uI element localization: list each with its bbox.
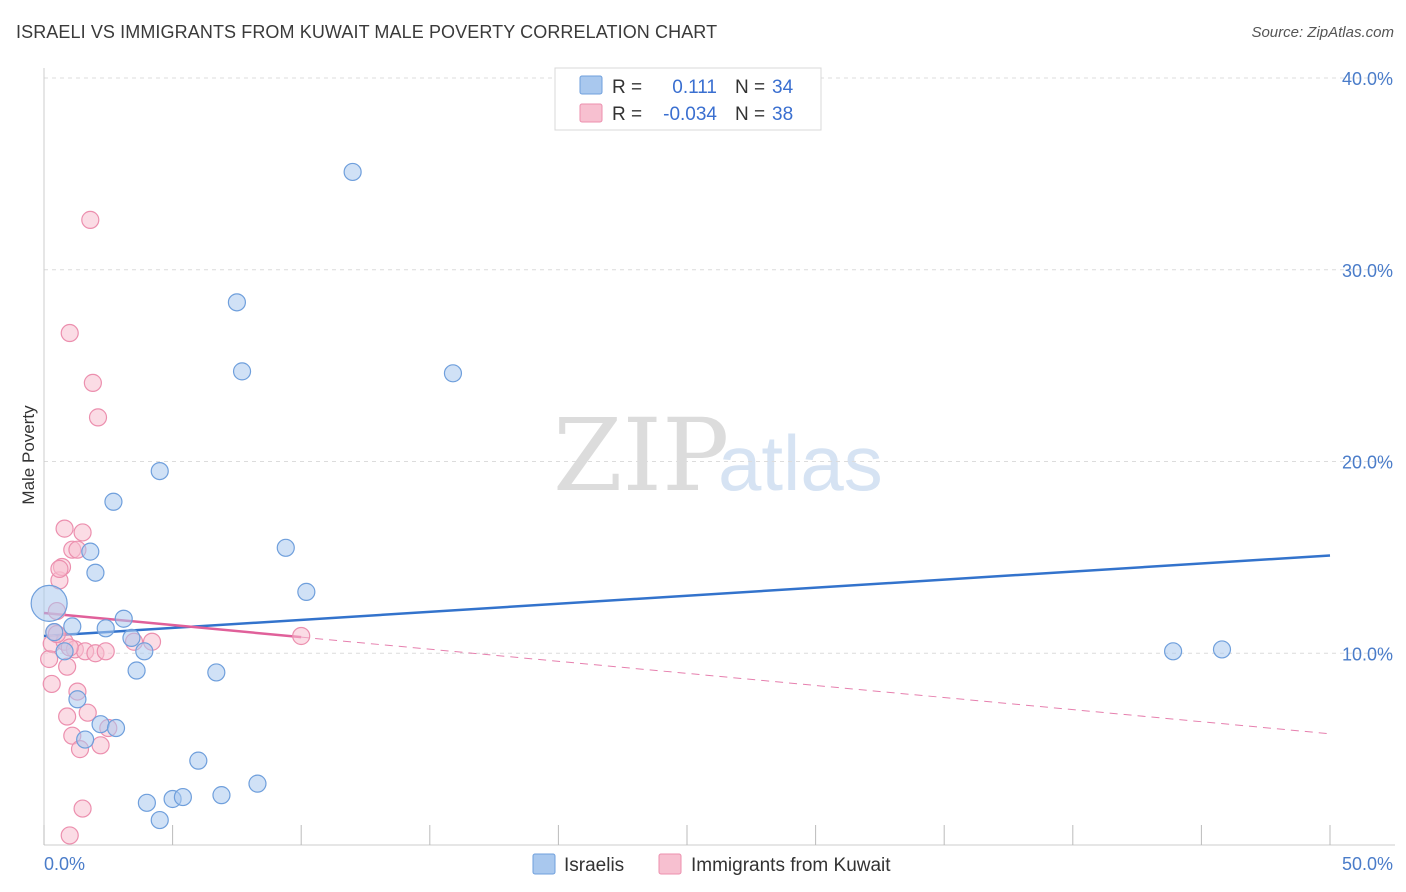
y-axis-label: Male Poverty	[19, 405, 38, 505]
data-point-kuwait-1	[42, 674, 61, 694]
data-point-israelis-11	[106, 718, 126, 738]
chart-title: ISRAELI VS IMMIGRANTS FROM KUWAIT MALE P…	[16, 22, 718, 42]
data-point-kuwait-18	[73, 799, 92, 818]
data-point-israelis-18	[150, 461, 169, 481]
legend-r-value-kuwait: -0.034	[663, 104, 717, 125]
watermark-zip: ZIP	[553, 397, 729, 514]
data-point-israelis-1	[45, 623, 64, 642]
data-point-israelis-2	[55, 642, 74, 661]
legend-n-value-kuwait: 38	[772, 104, 793, 125]
data-point-israelis-3	[63, 617, 82, 636]
data-point-israelis-7	[86, 563, 105, 582]
legend-r-label-1: R =	[612, 77, 642, 98]
data-point-israelis-5	[76, 730, 95, 749]
data-point-kuwait-11	[60, 323, 79, 343]
trend-lines	[43, 554, 1331, 735]
data-point-israelis-22	[207, 663, 226, 682]
data-point-israelis-32	[1212, 640, 1232, 659]
legend-n-value-israelis: 34	[772, 77, 794, 98]
trend-line-kuwait-solid	[43, 611, 302, 639]
source-attribution: Source: ZipAtlas.com	[1251, 24, 1394, 41]
data-point-kuwait-25	[88, 408, 108, 427]
bottom-legend-swatch-kuwait	[658, 853, 682, 875]
data-point-kuwait-22	[81, 210, 100, 229]
data-points	[30, 162, 1232, 845]
data-point-israelis-0	[30, 584, 68, 622]
data-point-kuwait-19	[73, 523, 92, 542]
legend-r-label-2: R =	[612, 104, 642, 125]
data-point-israelis-10	[104, 492, 123, 511]
data-point-kuwait-31	[50, 559, 69, 578]
data-point-israelis-30	[443, 364, 463, 383]
data-point-kuwait-8	[55, 519, 74, 538]
data-point-kuwait-21	[78, 703, 97, 722]
data-point-israelis-4	[68, 690, 87, 709]
legend-r-value-israelis: 0.111	[672, 77, 717, 98]
data-point-israelis-24	[227, 293, 246, 312]
legend-n-label-1: N =	[735, 77, 765, 98]
x-tick-label-max: 50.0%	[1342, 854, 1393, 874]
y-tick-label-10: 10.0%	[1342, 644, 1393, 664]
data-point-israelis-27	[276, 538, 295, 557]
data-point-kuwait-34	[96, 642, 115, 661]
data-point-israelis-20	[173, 787, 192, 807]
data-point-kuwait-0	[40, 649, 59, 669]
data-point-israelis-14	[127, 661, 146, 680]
correlation-legend: R = 0.111 N = 34 R = -0.034 N = 38	[554, 67, 822, 131]
y-tick-label-20: 20.0%	[1342, 453, 1393, 473]
data-point-kuwait-26	[91, 736, 110, 755]
watermark-atlas: atlas	[718, 419, 883, 507]
x-tick-label-min: 0.0%	[44, 854, 85, 874]
data-point-israelis-8	[91, 715, 110, 734]
data-point-israelis-6	[81, 542, 100, 561]
data-point-israelis-12	[114, 609, 133, 628]
data-point-israelis-31	[1164, 642, 1183, 661]
tick-labels: 10.0% 20.0% 30.0% 40.0% 0.0% 50.0%	[44, 69, 1393, 874]
legend-swatch-kuwait	[579, 103, 603, 123]
data-point-kuwait-9	[58, 657, 77, 676]
data-point-israelis-17	[150, 810, 169, 830]
data-point-israelis-26	[248, 774, 267, 793]
data-point-israelis-25	[232, 362, 252, 381]
legend-swatch-israelis	[579, 75, 603, 95]
data-point-kuwait-23	[83, 373, 102, 392]
legend-n-label-2: N =	[735, 104, 765, 125]
data-point-israelis-23	[212, 786, 231, 805]
data-point-israelis-9	[96, 619, 115, 638]
trend-line-kuwait-dashed	[301, 636, 1331, 735]
data-point-kuwait-10	[58, 707, 77, 726]
bottom-legend-swatch-israelis	[532, 853, 556, 875]
trend-line-israelis	[43, 554, 1331, 638]
y-tick-label-30: 30.0%	[1342, 261, 1393, 281]
series-legend: Israelis Immigrants from Kuwait	[532, 853, 891, 876]
bottom-legend-label-israelis: Israelis	[564, 855, 624, 876]
data-point-israelis-15	[135, 642, 154, 661]
data-point-kuwait-35	[292, 626, 311, 646]
data-point-israelis-28	[297, 582, 316, 601]
data-point-israelis-21	[189, 751, 208, 770]
data-point-israelis-13	[122, 628, 141, 648]
data-point-kuwait-30	[60, 826, 79, 845]
bottom-legend-label-kuwait: Immigrants from Kuwait	[691, 855, 891, 876]
y-tick-label-40: 40.0%	[1342, 69, 1393, 89]
data-point-israelis-16	[137, 793, 156, 812]
data-point-israelis-29	[343, 162, 362, 182]
axes	[43, 68, 1395, 846]
